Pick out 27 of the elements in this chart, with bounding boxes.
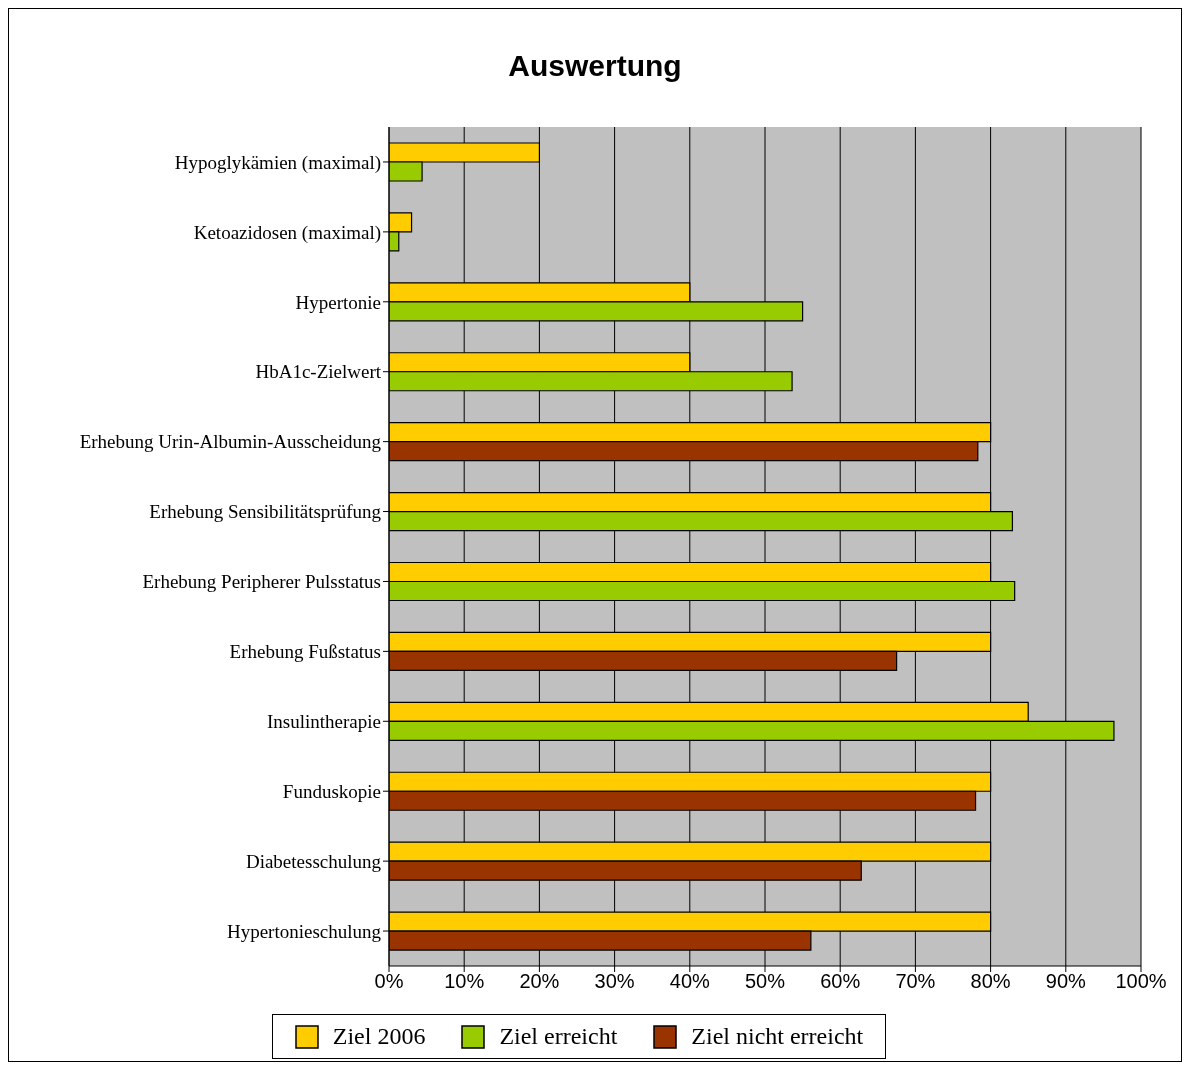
x-tick-label: 90%: [1045, 970, 1087, 993]
x-tick-label: 100%: [1115, 970, 1167, 993]
legend-label: Ziel 2006: [332, 1023, 426, 1050]
y-tick-label: HbA1c-Zielwert: [255, 361, 382, 383]
x-tick-label: 50%: [744, 970, 786, 993]
x-tick-label: 10%: [444, 970, 485, 993]
x-tick-label: 40%: [669, 970, 711, 993]
y-tick-label: Erhebung Fußstatus: [229, 641, 381, 663]
y-tick-label: Erhebung Urin-Albumin-Ausscheidung: [79, 431, 382, 453]
legend-label: Ziel erreicht: [499, 1023, 618, 1050]
y-tick-label: Insulintherapie: [267, 711, 381, 733]
y-tick-label: Hypertonie: [295, 291, 381, 313]
x-tick-label: 20%: [519, 970, 560, 993]
legend-label: Ziel nicht erreicht: [691, 1023, 864, 1050]
y-tick-label: Erhebung Peripherer Pulsstatus: [142, 571, 381, 593]
y-tick-label: Diabetesschulung: [245, 850, 382, 872]
x-tick-label: 70%: [895, 970, 936, 993]
x-tick-label: 80%: [970, 970, 1011, 993]
y-tick-label: Ketoazidosen (maximal): [193, 221, 381, 244]
x-tick-label: 0%: [374, 970, 404, 993]
y-tick-label: Funduskopie: [282, 780, 381, 802]
y-tick-label: Erhebung Sensibilitätsprüfung: [149, 501, 382, 523]
chart-title: Auswertung: [507, 49, 683, 83]
x-tick-label: 60%: [820, 970, 861, 993]
y-tick-label: Hypertonieschulung: [226, 920, 382, 942]
y-tick-label: Hypoglykämien (maximal): [174, 151, 381, 174]
x-tick-label: 30%: [594, 970, 635, 993]
